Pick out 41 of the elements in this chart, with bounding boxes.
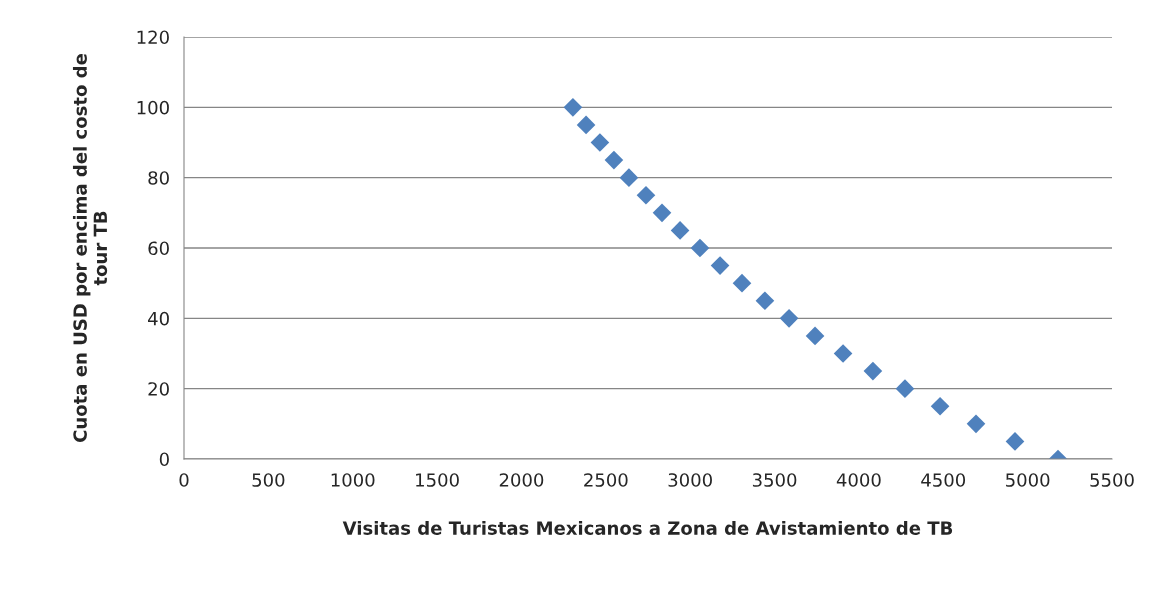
y-tick-label: 0	[159, 452, 169, 467]
x-tick-label: 2500	[584, 473, 628, 487]
point	[652, 203, 672, 223]
point	[732, 273, 752, 293]
point	[1005, 432, 1025, 451]
point	[966, 414, 986, 434]
x-tick-label: 4500	[921, 473, 966, 487]
x-tick-label: 3000	[668, 473, 712, 487]
point	[670, 221, 690, 240]
point	[590, 133, 610, 152]
point	[710, 256, 730, 275]
point	[895, 379, 915, 398]
point	[563, 98, 583, 117]
y-tick-label: 60	[148, 241, 169, 256]
point	[690, 238, 710, 258]
x-tick-label: 1000	[331, 473, 375, 487]
point	[833, 344, 853, 363]
x-tick-label: 3500	[752, 473, 797, 487]
x-tick-label: 500	[252, 473, 285, 487]
y-axis-title: Cuota en USD por encima del costo de tour TB	[72, 54, 108, 442]
x-tick-label: 5500	[1090, 473, 1134, 487]
point	[576, 115, 596, 135]
point	[805, 326, 825, 346]
x-tick-label: 0	[179, 473, 189, 487]
y-tick-label: 40	[148, 311, 169, 326]
point	[619, 168, 639, 187]
point	[604, 150, 624, 170]
y-tick-label: 100	[137, 100, 169, 115]
y-tick-label: 20	[148, 382, 169, 396]
x-tick-label: 2000	[499, 473, 544, 487]
point	[755, 291, 775, 311]
x-axis-title: Visitas de Turistas Mexicanos a Zona de Avistamiento de TB	[342, 520, 953, 535]
x-tick-label: 4000	[836, 473, 881, 487]
point	[863, 361, 883, 381]
x-tick-label: 1500	[416, 473, 459, 487]
point	[779, 309, 799, 328]
point	[930, 396, 950, 416]
point	[636, 185, 656, 205]
x-tick-label: 5000	[1006, 473, 1050, 487]
y-tick-label: 120	[137, 30, 169, 45]
y-tick-label: 80	[148, 171, 169, 185]
